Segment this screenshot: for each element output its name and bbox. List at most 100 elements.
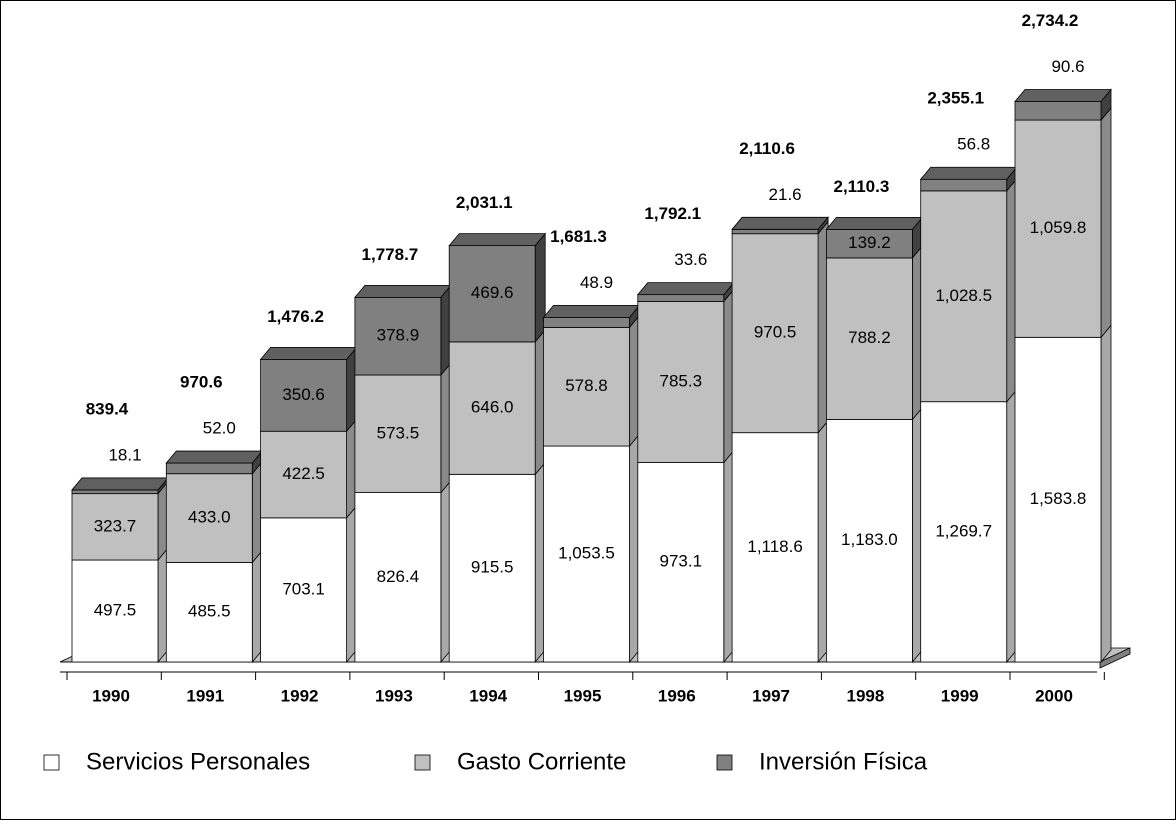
bar-top (71, 477, 169, 491)
bar-segment (731, 228, 819, 235)
data-label: 485.5 (188, 602, 231, 621)
data-label: 703.1 (282, 579, 325, 598)
data-label: 970.5 (754, 323, 797, 342)
bar-segment (826, 419, 913, 663)
x-tick-label: 1995 (564, 686, 602, 705)
data-label: 785.3 (660, 372, 703, 391)
total-label: 1,476.2 (267, 307, 324, 326)
bar-segment (165, 462, 253, 475)
bar-side (1100, 106, 1112, 339)
bar-segment (448, 245, 536, 343)
data-label: 973.1 (660, 552, 703, 571)
x-tick-label: 1991 (186, 686, 224, 705)
bar-segment (71, 559, 159, 663)
x-tick-label: 1998 (846, 686, 884, 705)
bar-top (259, 346, 358, 360)
bar-side (1100, 324, 1112, 664)
bar-segment (165, 562, 253, 663)
legend-swatch (414, 754, 431, 771)
x-tick-label: 1994 (469, 686, 507, 705)
bar-top (731, 216, 829, 230)
data-label: 1,053.5 (558, 544, 615, 563)
bar-segment (731, 432, 819, 663)
total-label: 2,734.2 (1022, 11, 1079, 30)
data-label: 1,059.8 (1030, 218, 1087, 237)
total-label: 1,681.3 (550, 227, 607, 246)
legend-label: Gasto Corriente (457, 748, 626, 775)
x-tick-label: 1990 (92, 686, 130, 705)
bar-segment (260, 517, 348, 663)
legend-swatch (716, 754, 733, 771)
x-tick-label: 1993 (375, 686, 413, 705)
bar-segment (1014, 101, 1102, 121)
data-label: 826.4 (377, 567, 420, 586)
total-label: 2,355.1 (927, 89, 984, 108)
data-label: 56.8 (957, 135, 990, 154)
data-label: 1,183.0 (841, 530, 898, 549)
data-label: 323.7 (94, 516, 137, 535)
bar-top (636, 282, 735, 296)
bar-segment (165, 473, 253, 563)
data-label: 646.0 (471, 398, 514, 417)
x-tick-label: 2000 (1035, 686, 1073, 705)
bar-segment (826, 257, 913, 420)
bar-segment (354, 492, 442, 663)
bar-segment (260, 358, 348, 432)
data-label: 469.6 (471, 283, 514, 302)
data-label: 433.0 (188, 508, 231, 527)
x-tick-label: 1992 (281, 686, 319, 705)
data-label: 915.5 (471, 558, 514, 577)
data-label: 788.2 (848, 328, 891, 347)
data-label: 578.8 (565, 376, 608, 395)
data-label: 33.6 (674, 250, 707, 269)
data-label: 52.0 (203, 419, 236, 438)
bar-segment (354, 374, 442, 493)
bar-top (354, 284, 452, 298)
total-label: 1,778.7 (362, 245, 419, 264)
data-label: 350.6 (282, 385, 325, 404)
x-tick-label: 1999 (941, 686, 979, 705)
total-label: 1,792.1 (644, 204, 701, 223)
bar-top (919, 166, 1018, 180)
bar-segment (543, 445, 630, 663)
bar-segment (920, 401, 1008, 663)
bar-segment (448, 341, 536, 475)
total-label: 2,031.1 (456, 193, 513, 212)
bar-segment (71, 489, 159, 495)
bar-segment (920, 190, 1008, 403)
bar-top (448, 233, 547, 247)
bar-segment (637, 301, 725, 463)
data-label: 1,118.6 (747, 537, 802, 556)
data-label: 90.6 (1051, 57, 1084, 76)
bar-segment (920, 178, 1008, 192)
bar-segment (543, 316, 630, 328)
x-tick-label: 1997 (752, 686, 790, 705)
bar-top (1014, 89, 1112, 102)
bar-segment (731, 233, 819, 434)
data-label: 139.2 (848, 233, 891, 252)
data-label: 48.9 (580, 273, 613, 292)
bar-segment (1014, 119, 1102, 338)
bar-top (542, 304, 641, 318)
data-label: 1,028.5 (935, 286, 992, 305)
x-tick-label: 1996 (658, 686, 696, 705)
bar-segment (543, 326, 630, 447)
bar-top (165, 450, 264, 464)
data-label: 573.5 (377, 423, 420, 442)
data-label: 497.5 (94, 600, 137, 619)
bar-top (825, 216, 924, 230)
total-label: 2,110.6 (739, 139, 795, 158)
bar-segment (448, 473, 536, 663)
bar-segment (1014, 336, 1102, 663)
legend-label: Inversión Física (759, 748, 928, 775)
bar-segment (826, 228, 913, 259)
data-label: 1,269.7 (935, 521, 992, 540)
legend-label: Servicios Personales (86, 748, 310, 775)
data-label: 378.9 (377, 326, 420, 345)
bar-segment (71, 493, 159, 561)
legend-swatch (43, 754, 60, 771)
bar-segment (260, 430, 348, 519)
total-label: 970.6 (180, 373, 223, 392)
data-label: 1,583.8 (1030, 489, 1087, 508)
